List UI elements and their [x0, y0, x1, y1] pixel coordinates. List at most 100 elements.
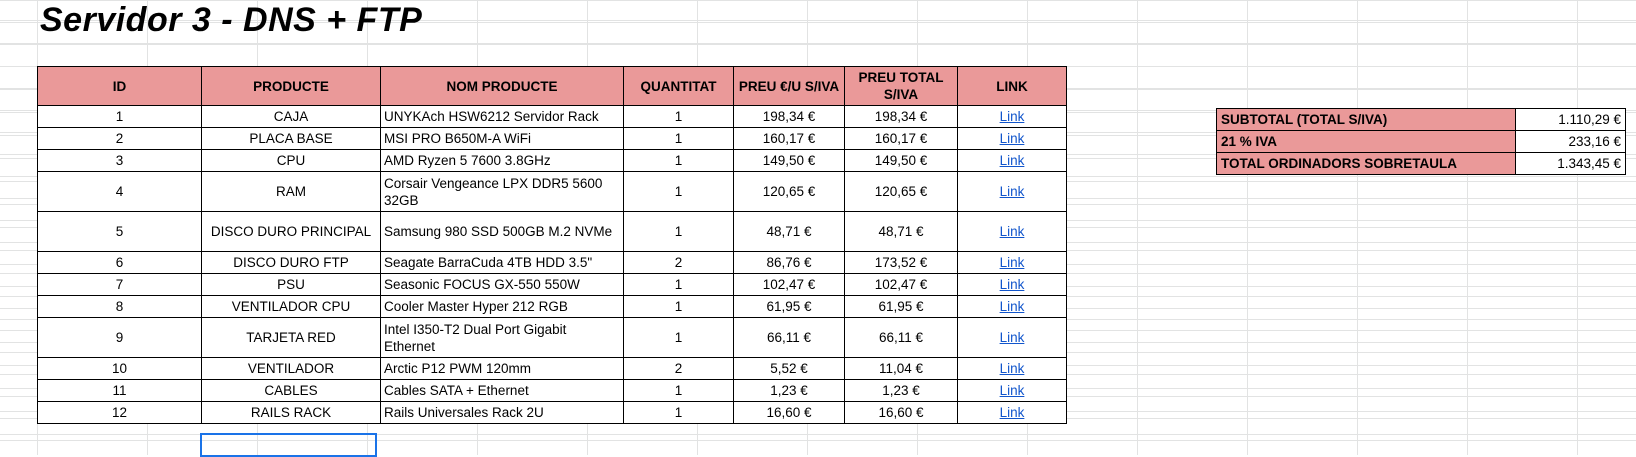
- totals-value-total[interactable]: 1.343,45 €: [1515, 152, 1626, 175]
- cell-link[interactable]: Link: [957, 379, 1067, 402]
- cell-id[interactable]: 2: [37, 127, 202, 150]
- cell-quantitat[interactable]: 2: [623, 357, 734, 380]
- totals-label-subtotal[interactable]: SUBTOTAL (TOTAL S/IVA): [1216, 108, 1516, 131]
- cell-nom-producte[interactable]: Seasonic FOCUS GX-550 550W: [380, 273, 624, 296]
- cell-id[interactable]: 11: [37, 379, 202, 402]
- cell-quantitat[interactable]: 1: [623, 127, 734, 150]
- cell-link[interactable]: Link: [957, 317, 1067, 358]
- cell-nom-producte[interactable]: Seagate BarraCuda 4TB HDD 3.5": [380, 251, 624, 274]
- cell-preu-total[interactable]: 160,17 €: [844, 127, 958, 150]
- cell-id[interactable]: 1: [37, 105, 202, 128]
- product-link[interactable]: Link: [999, 383, 1025, 398]
- cell-preu-unitari[interactable]: 102,47 €: [733, 273, 845, 296]
- cell-producte[interactable]: RAILS RACK: [201, 401, 381, 424]
- cell-preu-total[interactable]: 149,50 €: [844, 149, 958, 172]
- header-preu-total[interactable]: PREU TOTAL S/IVA: [844, 66, 958, 106]
- cell-nom-producte[interactable]: Rails Universales Rack 2U: [380, 401, 624, 424]
- cell-id[interactable]: 9: [37, 317, 202, 358]
- product-link[interactable]: Link: [999, 299, 1025, 314]
- cell-producte[interactable]: PSU: [201, 273, 381, 296]
- header-preu-unitari[interactable]: PREU €/U S/IVA: [733, 66, 845, 106]
- totals-label-total[interactable]: TOTAL ORDINADORS SOBRETAULA: [1216, 152, 1516, 175]
- cell-producte[interactable]: CAJA: [201, 105, 381, 128]
- product-link[interactable]: Link: [999, 184, 1025, 199]
- cell-link[interactable]: Link: [957, 295, 1067, 318]
- product-link[interactable]: Link: [999, 109, 1025, 124]
- totals-value-iva[interactable]: 233,16 €: [1515, 130, 1626, 153]
- cell-link[interactable]: Link: [957, 105, 1067, 128]
- product-link[interactable]: Link: [999, 224, 1025, 239]
- cell-nom-producte[interactable]: Corsair Vengeance LPX DDR5 5600 32GB: [380, 171, 624, 212]
- cell-id[interactable]: 7: [37, 273, 202, 296]
- cell-preu-unitari[interactable]: 86,76 €: [733, 251, 845, 274]
- cell-preu-unitari[interactable]: 160,17 €: [733, 127, 845, 150]
- cell-link[interactable]: Link: [957, 149, 1067, 172]
- cell-id[interactable]: 6: [37, 251, 202, 274]
- cell-producte[interactable]: CPU: [201, 149, 381, 172]
- cell-preu-total[interactable]: 198,34 €: [844, 105, 958, 128]
- cell-id[interactable]: 4: [37, 171, 202, 212]
- cell-producte[interactable]: VENTILADOR CPU: [201, 295, 381, 318]
- cell-preu-unitari[interactable]: 198,34 €: [733, 105, 845, 128]
- cell-preu-total[interactable]: 11,04 €: [844, 357, 958, 380]
- header-id[interactable]: ID: [37, 66, 202, 106]
- header-link[interactable]: LINK: [957, 66, 1067, 106]
- cell-producte[interactable]: DISCO DURO PRINCIPAL: [201, 211, 381, 252]
- cell-quantitat[interactable]: 1: [623, 171, 734, 212]
- cell-preu-unitari[interactable]: 120,65 €: [733, 171, 845, 212]
- cell-quantitat[interactable]: 2: [623, 251, 734, 274]
- cell-id[interactable]: 10: [37, 357, 202, 380]
- sheet-title[interactable]: Servidor 3 - DNS + FTP: [40, 1, 423, 39]
- cell-quantitat[interactable]: 1: [623, 211, 734, 252]
- product-link[interactable]: Link: [999, 405, 1025, 420]
- cell-nom-producte[interactable]: Cooler Master Hyper 212 RGB: [380, 295, 624, 318]
- cell-id[interactable]: 5: [37, 211, 202, 252]
- cell-preu-unitari[interactable]: 5,52 €: [733, 357, 845, 380]
- cell-producte[interactable]: DISCO DURO FTP: [201, 251, 381, 274]
- cell-nom-producte[interactable]: Arctic P12 PWM 120mm: [380, 357, 624, 380]
- cell-link[interactable]: Link: [957, 273, 1067, 296]
- header-quantitat[interactable]: QUANTITAT: [623, 66, 734, 106]
- cell-preu-unitari[interactable]: 16,60 €: [733, 401, 845, 424]
- cell-preu-unitari[interactable]: 48,71 €: [733, 211, 845, 252]
- cell-producte[interactable]: VENTILADOR: [201, 357, 381, 380]
- cell-nom-producte[interactable]: AMD Ryzen 5 7600 3.8GHz: [380, 149, 624, 172]
- cell-id[interactable]: 3: [37, 149, 202, 172]
- cell-link[interactable]: Link: [957, 211, 1067, 252]
- cell-quantitat[interactable]: 1: [623, 105, 734, 128]
- cell-nom-producte[interactable]: Cables SATA + Ethernet: [380, 379, 624, 402]
- cell-preu-unitari[interactable]: 61,95 €: [733, 295, 845, 318]
- cell-quantitat[interactable]: 1: [623, 401, 734, 424]
- cell-link[interactable]: Link: [957, 127, 1067, 150]
- product-link[interactable]: Link: [999, 277, 1025, 292]
- totals-value-subtotal[interactable]: 1.110,29 €: [1515, 108, 1626, 131]
- cell-producte[interactable]: CABLES: [201, 379, 381, 402]
- cell-link[interactable]: Link: [957, 401, 1067, 424]
- product-link[interactable]: Link: [999, 153, 1025, 168]
- product-link[interactable]: Link: [999, 131, 1025, 146]
- cell-producte[interactable]: RAM: [201, 171, 381, 212]
- cell-id[interactable]: 12: [37, 401, 202, 424]
- product-link[interactable]: Link: [999, 255, 1025, 270]
- cell-quantitat[interactable]: 1: [623, 273, 734, 296]
- header-producte[interactable]: PRODUCTE: [201, 66, 381, 106]
- cell-nom-producte[interactable]: MSI PRO B650M-A WiFi: [380, 127, 624, 150]
- cell-quantitat[interactable]: 1: [623, 317, 734, 358]
- cell-preu-total[interactable]: 61,95 €: [844, 295, 958, 318]
- cell-nom-producte[interactable]: Intel I350-T2 Dual Port Gigabit Ethernet: [380, 317, 624, 358]
- cell-link[interactable]: Link: [957, 251, 1067, 274]
- cell-producte[interactable]: PLACA BASE: [201, 127, 381, 150]
- cell-link[interactable]: Link: [957, 171, 1067, 212]
- cell-preu-unitari[interactable]: 149,50 €: [733, 149, 845, 172]
- cell-id[interactable]: 8: [37, 295, 202, 318]
- cell-preu-total[interactable]: 66,11 €: [844, 317, 958, 358]
- totals-label-iva[interactable]: 21 % IVA: [1216, 130, 1516, 153]
- selected-cell[interactable]: [200, 433, 377, 457]
- cell-quantitat[interactable]: 1: [623, 379, 734, 402]
- cell-preu-total[interactable]: 1,23 €: [844, 379, 958, 402]
- cell-preu-total[interactable]: 173,52 €: [844, 251, 958, 274]
- cell-quantitat[interactable]: 1: [623, 295, 734, 318]
- product-link[interactable]: Link: [999, 361, 1025, 376]
- header-nom-producte[interactable]: NOM PRODUCTE: [380, 66, 624, 106]
- cell-quantitat[interactable]: 1: [623, 149, 734, 172]
